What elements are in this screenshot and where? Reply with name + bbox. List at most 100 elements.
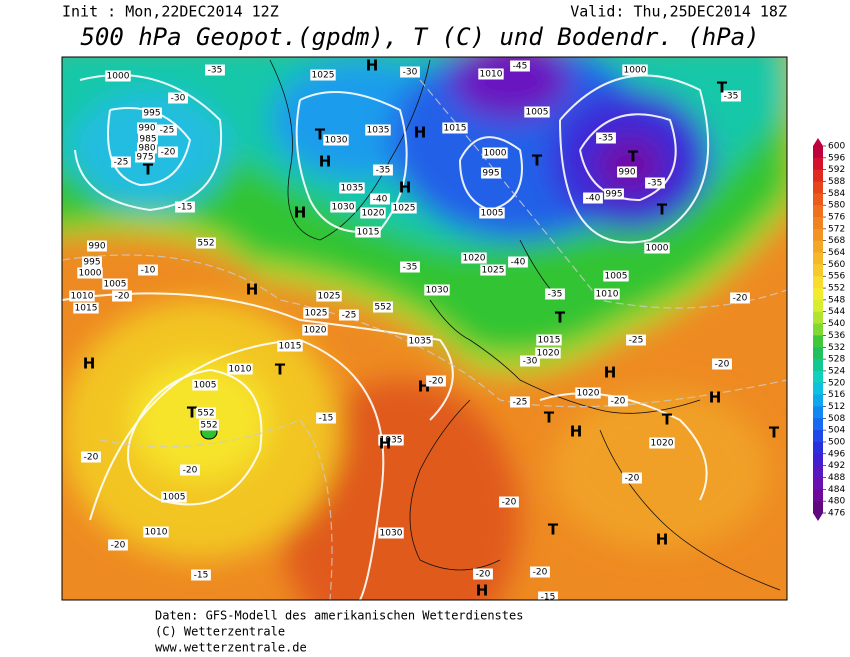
contour-label: 1035 xyxy=(367,126,390,136)
colorbar-label: 500 xyxy=(828,437,845,447)
contour-label: 995 xyxy=(482,169,499,179)
contour-label: 1025 xyxy=(393,204,416,214)
label-box xyxy=(87,240,107,252)
color-band xyxy=(813,146,823,159)
contour-label: 990 xyxy=(138,124,155,134)
contour-label: 1025 xyxy=(318,292,341,302)
label-box xyxy=(649,437,675,449)
label-box xyxy=(407,335,433,347)
contour-label: 1015 xyxy=(538,336,561,346)
colorbar-label: 556 xyxy=(828,272,845,282)
label-box xyxy=(135,151,155,163)
label-box xyxy=(82,256,102,268)
color-band xyxy=(813,501,823,514)
contour-label: 1035 xyxy=(409,337,432,347)
colorbar-label: 504 xyxy=(828,426,845,436)
label-box xyxy=(400,261,420,273)
label-box xyxy=(391,202,417,214)
pressure-center: T xyxy=(315,126,326,144)
contour-label: 1005 xyxy=(194,381,217,391)
pressure-center: T xyxy=(717,79,728,97)
contour-label: -25 xyxy=(342,311,357,321)
label-box xyxy=(277,340,303,352)
label-box xyxy=(138,133,158,145)
contour-label: -20 xyxy=(115,292,130,302)
color-band xyxy=(813,465,823,478)
color-band xyxy=(813,240,823,254)
contour-label: 1000 xyxy=(646,244,669,254)
pressure-center: H xyxy=(476,582,489,600)
label-box xyxy=(316,290,342,302)
colorbar-label: 596 xyxy=(828,153,845,163)
label-box xyxy=(575,387,601,399)
pressure-center: H xyxy=(83,355,96,373)
contour-label: -15 xyxy=(319,414,334,424)
label-box xyxy=(81,451,101,463)
color-band xyxy=(813,489,823,502)
pressure-center: T xyxy=(275,361,286,379)
contour-label: -20 xyxy=(715,360,730,370)
contour-label: -45 xyxy=(513,62,528,72)
color-band xyxy=(813,169,823,183)
isobar xyxy=(74,74,223,212)
pressure-center: T xyxy=(657,201,668,219)
contour-label: 1005 xyxy=(605,272,628,282)
color-band xyxy=(813,477,823,490)
isobar xyxy=(559,74,710,244)
map-area: 1000995990985980975T-35-30-25-20-25-1510… xyxy=(62,57,787,600)
coastline xyxy=(409,239,781,591)
contour-label: -25 xyxy=(629,336,644,346)
label-box xyxy=(192,379,218,391)
contour-label: 552 xyxy=(374,303,391,313)
label-box xyxy=(378,434,404,446)
color-band xyxy=(813,430,823,443)
label-box xyxy=(370,193,390,205)
label-box xyxy=(478,68,504,80)
footer-line: www.wetterzentrale.de xyxy=(155,641,307,655)
label-box xyxy=(481,167,501,179)
color-band xyxy=(813,288,823,301)
pressure-center: T xyxy=(143,161,154,179)
color-band xyxy=(813,382,823,396)
footer-line: (C) Wetterzentrale xyxy=(155,625,285,639)
contour-label: 1020 xyxy=(537,349,560,359)
label-box xyxy=(77,267,103,279)
pressure-center: T xyxy=(769,424,780,442)
label-box xyxy=(603,270,629,282)
valid-time: Valid: Thu,25DEC2014 18Z xyxy=(570,3,787,21)
label-box xyxy=(137,142,157,154)
contour-label: -20 xyxy=(611,397,626,407)
colorbar-label: 580 xyxy=(828,201,845,211)
colorbar-label: 600 xyxy=(828,142,845,152)
label-box xyxy=(622,64,648,76)
contour-label: 1010 xyxy=(596,290,619,300)
label-box xyxy=(520,355,540,367)
colorbar-label: 488 xyxy=(828,473,845,483)
isotherm xyxy=(99,419,333,600)
colorbar-label: 516 xyxy=(828,390,845,400)
label-box xyxy=(175,201,195,213)
label-box xyxy=(196,407,216,419)
contour-label: -20 xyxy=(429,377,444,387)
pressure-center: T xyxy=(187,404,198,422)
isobar xyxy=(89,338,385,600)
colorbar-label: 568 xyxy=(828,236,845,246)
label-box xyxy=(180,464,200,476)
isobar xyxy=(127,368,263,506)
colorbar-label: 548 xyxy=(828,295,845,305)
label-box xyxy=(137,122,157,134)
contour-label: 995 xyxy=(83,258,100,268)
label-box xyxy=(199,419,219,431)
label-box xyxy=(473,568,493,580)
pressure-center: T xyxy=(532,152,543,170)
label-box xyxy=(373,164,393,176)
label-box xyxy=(426,375,446,387)
contour-label: 1020 xyxy=(304,326,327,336)
label-box xyxy=(424,284,450,296)
coastline xyxy=(269,59,431,241)
label-box xyxy=(112,290,132,302)
label-box xyxy=(373,301,393,313)
contour-label: -20 xyxy=(161,148,176,158)
label-box xyxy=(545,288,565,300)
contour-label: 1005 xyxy=(481,209,504,219)
